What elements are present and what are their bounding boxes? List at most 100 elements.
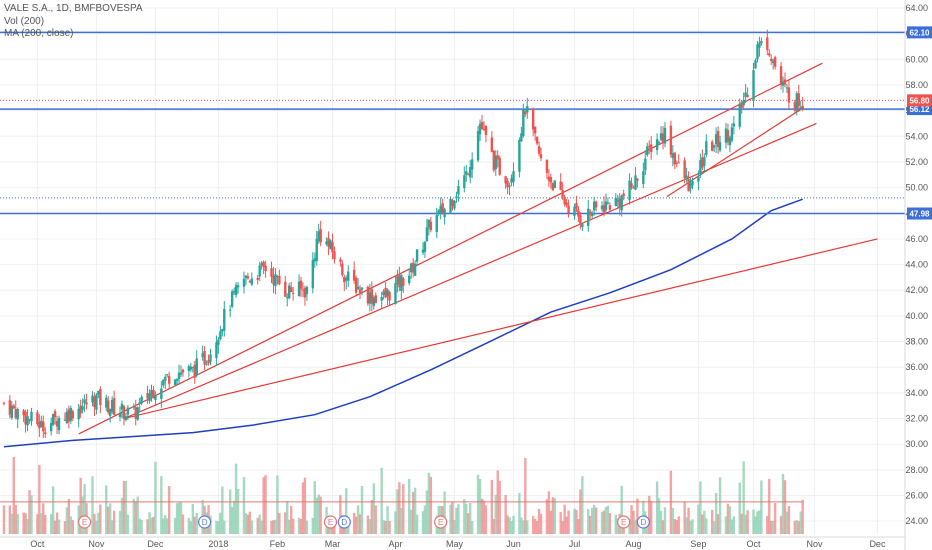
- volume-bar: [248, 511, 252, 534]
- volume-bar: [258, 514, 261, 534]
- candle-body: [264, 265, 267, 272]
- candle-body: [223, 308, 226, 331]
- dividend-marker[interactable]: [198, 515, 212, 529]
- candle-body: [95, 394, 98, 410]
- earnings-marker[interactable]: [434, 515, 448, 529]
- volume-bar: [358, 514, 362, 534]
- volume-bar: [795, 520, 798, 534]
- candle-body: [602, 205, 606, 213]
- candle-body: [160, 388, 163, 399]
- volume-bar: [26, 519, 29, 534]
- candle-body: [526, 106, 529, 113]
- volume-bar: [409, 509, 413, 534]
- candle-body: [415, 249, 419, 262]
- volume-bar: [470, 521, 474, 534]
- candle-body: [589, 211, 592, 215]
- volume-bar: [451, 501, 454, 534]
- candle-body: [740, 102, 743, 108]
- candle-body: [760, 40, 763, 44]
- volume-bar: [262, 477, 265, 534]
- candle-body: [685, 175, 688, 179]
- earnings-marker[interactable]: [617, 515, 631, 529]
- candle-body: [181, 369, 185, 373]
- candle-body: [413, 263, 417, 276]
- candle-body: [758, 42, 761, 48]
- volume-bar: [388, 520, 391, 534]
- candle-body: [228, 309, 232, 311]
- volume-bar: [783, 480, 787, 534]
- volume-bar: [408, 478, 411, 534]
- candle-body: [2, 402, 6, 404]
- volume-bar: [386, 506, 389, 534]
- volume-bar: [384, 520, 387, 534]
- volume-bar: [193, 516, 196, 534]
- candle-body: [12, 405, 15, 409]
- volume-bar: [476, 474, 480, 534]
- candle-body: [559, 181, 562, 191]
- volume-bar: [689, 520, 692, 534]
- volume-bar: [97, 512, 100, 534]
- y-tick-label: 50.00: [905, 183, 928, 193]
- volume-bar: [372, 483, 376, 534]
- candle-body: [215, 342, 218, 359]
- candle-body: [793, 102, 797, 111]
- y-tick-label: 52.00: [905, 157, 928, 167]
- dividend-marker[interactable]: [337, 515, 351, 529]
- volume-bar: [99, 504, 102, 534]
- volume-bar: [425, 490, 429, 534]
- candle-body: [124, 416, 128, 421]
- candle-body: [242, 278, 246, 287]
- volume-bar: [291, 518, 295, 534]
- volume-bar: [91, 476, 94, 534]
- candle-body: [315, 238, 318, 262]
- volume-bar: [730, 519, 734, 534]
- candle-body: [36, 412, 39, 425]
- moving-average: [3, 198, 803, 448]
- candle-body: [272, 275, 275, 285]
- volume-bar: [36, 514, 39, 534]
- candle-body: [97, 390, 100, 395]
- candle-body: [411, 262, 415, 273]
- candle-body: [396, 276, 399, 285]
- candle-body: [457, 186, 460, 195]
- candle-body: [205, 363, 208, 365]
- candle-body: [579, 215, 582, 225]
- candle-body: [297, 281, 301, 297]
- event-marker-label: E: [438, 518, 443, 527]
- volume-bar: [244, 513, 248, 534]
- candle-body: [771, 60, 775, 64]
- candle-body: [732, 123, 736, 127]
- volume-bar: [754, 516, 757, 534]
- earnings-marker[interactable]: [323, 515, 338, 529]
- candle-body: [191, 367, 195, 369]
- volume-bar: [551, 497, 555, 534]
- candle-body: [49, 422, 53, 432]
- earnings-marker[interactable]: [77, 515, 92, 529]
- volume-bar: [278, 512, 281, 534]
- volume-bar: [801, 499, 804, 534]
- x-axis: Oct Nov Dec 2018 Feb Mar Apr May Jun Jul Aug Sep Oct…: [0, 536, 905, 549]
- candle-body: [177, 372, 181, 379]
- dividend-marker[interactable]: [636, 515, 650, 529]
- y-tick-label: 58.00: [905, 80, 928, 90]
- volume-bar: [724, 516, 728, 534]
- volume-bar: [520, 517, 523, 534]
- candle-body: [738, 103, 741, 127]
- candle-body: [455, 196, 458, 199]
- candle-body: [63, 419, 67, 421]
- candle-body: [343, 277, 346, 283]
- volume-bar: [152, 516, 155, 534]
- candle-body: [795, 93, 798, 112]
- volume-bar: [766, 515, 769, 534]
- candle-body: [303, 288, 307, 298]
- volume-bar: [274, 519, 277, 534]
- candle-body: [148, 393, 151, 401]
- x-tick-label: Sep: [690, 539, 706, 549]
- candle-body: [675, 162, 678, 164]
- volume-bar: [55, 512, 59, 534]
- candle-body: [504, 176, 507, 184]
- candle-body: [520, 133, 523, 142]
